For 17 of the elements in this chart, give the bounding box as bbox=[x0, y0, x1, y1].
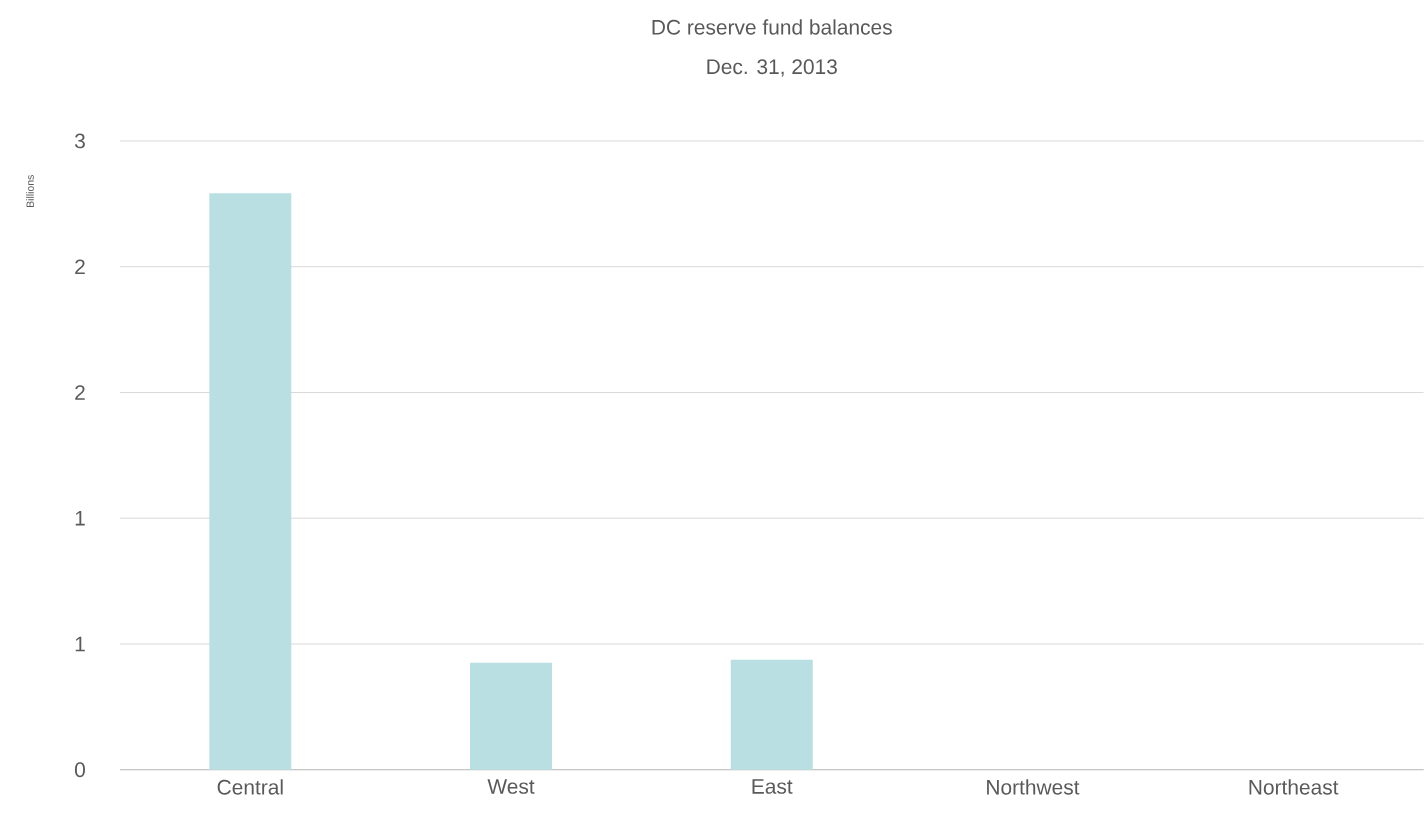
y-tick-label: 3 bbox=[74, 133, 85, 149]
x-tick-label: Central bbox=[217, 779, 283, 795]
y-tick-label: 0 bbox=[74, 762, 85, 778]
chart-subtitle: Dec. 31, 2013 bbox=[707, 59, 837, 77]
x-tick-label: East bbox=[752, 779, 793, 794]
x-tick-label: Northwest bbox=[987, 779, 1080, 795]
x-tick-label: West bbox=[487, 779, 535, 794]
x-tick-label: Northeast bbox=[1249, 779, 1339, 795]
y-tick-label: 1 bbox=[75, 511, 85, 526]
y-tick-label: 2 bbox=[75, 385, 85, 400]
y-axis-title: Billions bbox=[26, 175, 34, 208]
chart-title: DC reserve fund balances bbox=[652, 19, 892, 35]
bar bbox=[209, 193, 292, 770]
y-tick-label: 1 bbox=[75, 636, 85, 652]
y-tick-label: 2 bbox=[75, 259, 85, 275]
bar bbox=[470, 662, 553, 770]
bar bbox=[730, 659, 813, 770]
